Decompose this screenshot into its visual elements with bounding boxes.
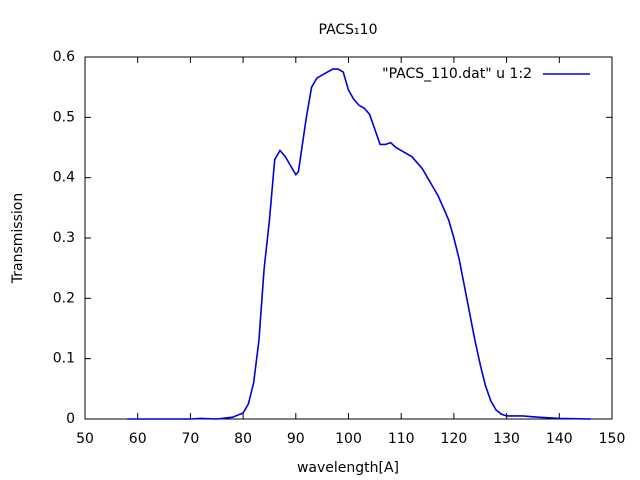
- x-tick-label: 50: [76, 431, 94, 447]
- y-tick-label: 0: [66, 411, 75, 427]
- x-tick-label: 90: [287, 431, 305, 447]
- y-tick-label: 0.4: [53, 170, 75, 186]
- y-tick-label: 0.1: [53, 351, 75, 367]
- x-tick-label: 150: [599, 431, 626, 447]
- y-tick-label: 0.2: [53, 290, 75, 306]
- x-tick-label: 70: [181, 431, 199, 447]
- x-tick-label: 140: [546, 431, 573, 447]
- x-axis-label: wavelength[A]: [297, 460, 399, 476]
- x-tick-label: 120: [441, 431, 468, 447]
- data-line: [127, 68, 591, 420]
- x-tick-label: 80: [234, 431, 252, 447]
- y-tick-label: 0.6: [53, 49, 75, 65]
- chart-title: PACS₁10: [319, 22, 378, 38]
- legend-label: "PACS_110.dat" u 1:2: [382, 66, 532, 82]
- x-tick-label: 60: [129, 431, 147, 447]
- x-tick-label: 110: [388, 431, 415, 447]
- y-tick-label: 0.5: [53, 109, 75, 125]
- x-tick-label: 130: [493, 431, 520, 447]
- y-axis-label: Transmission: [10, 193, 26, 284]
- x-tick-label: 100: [335, 431, 362, 447]
- y-tick-label: 0.3: [53, 230, 75, 246]
